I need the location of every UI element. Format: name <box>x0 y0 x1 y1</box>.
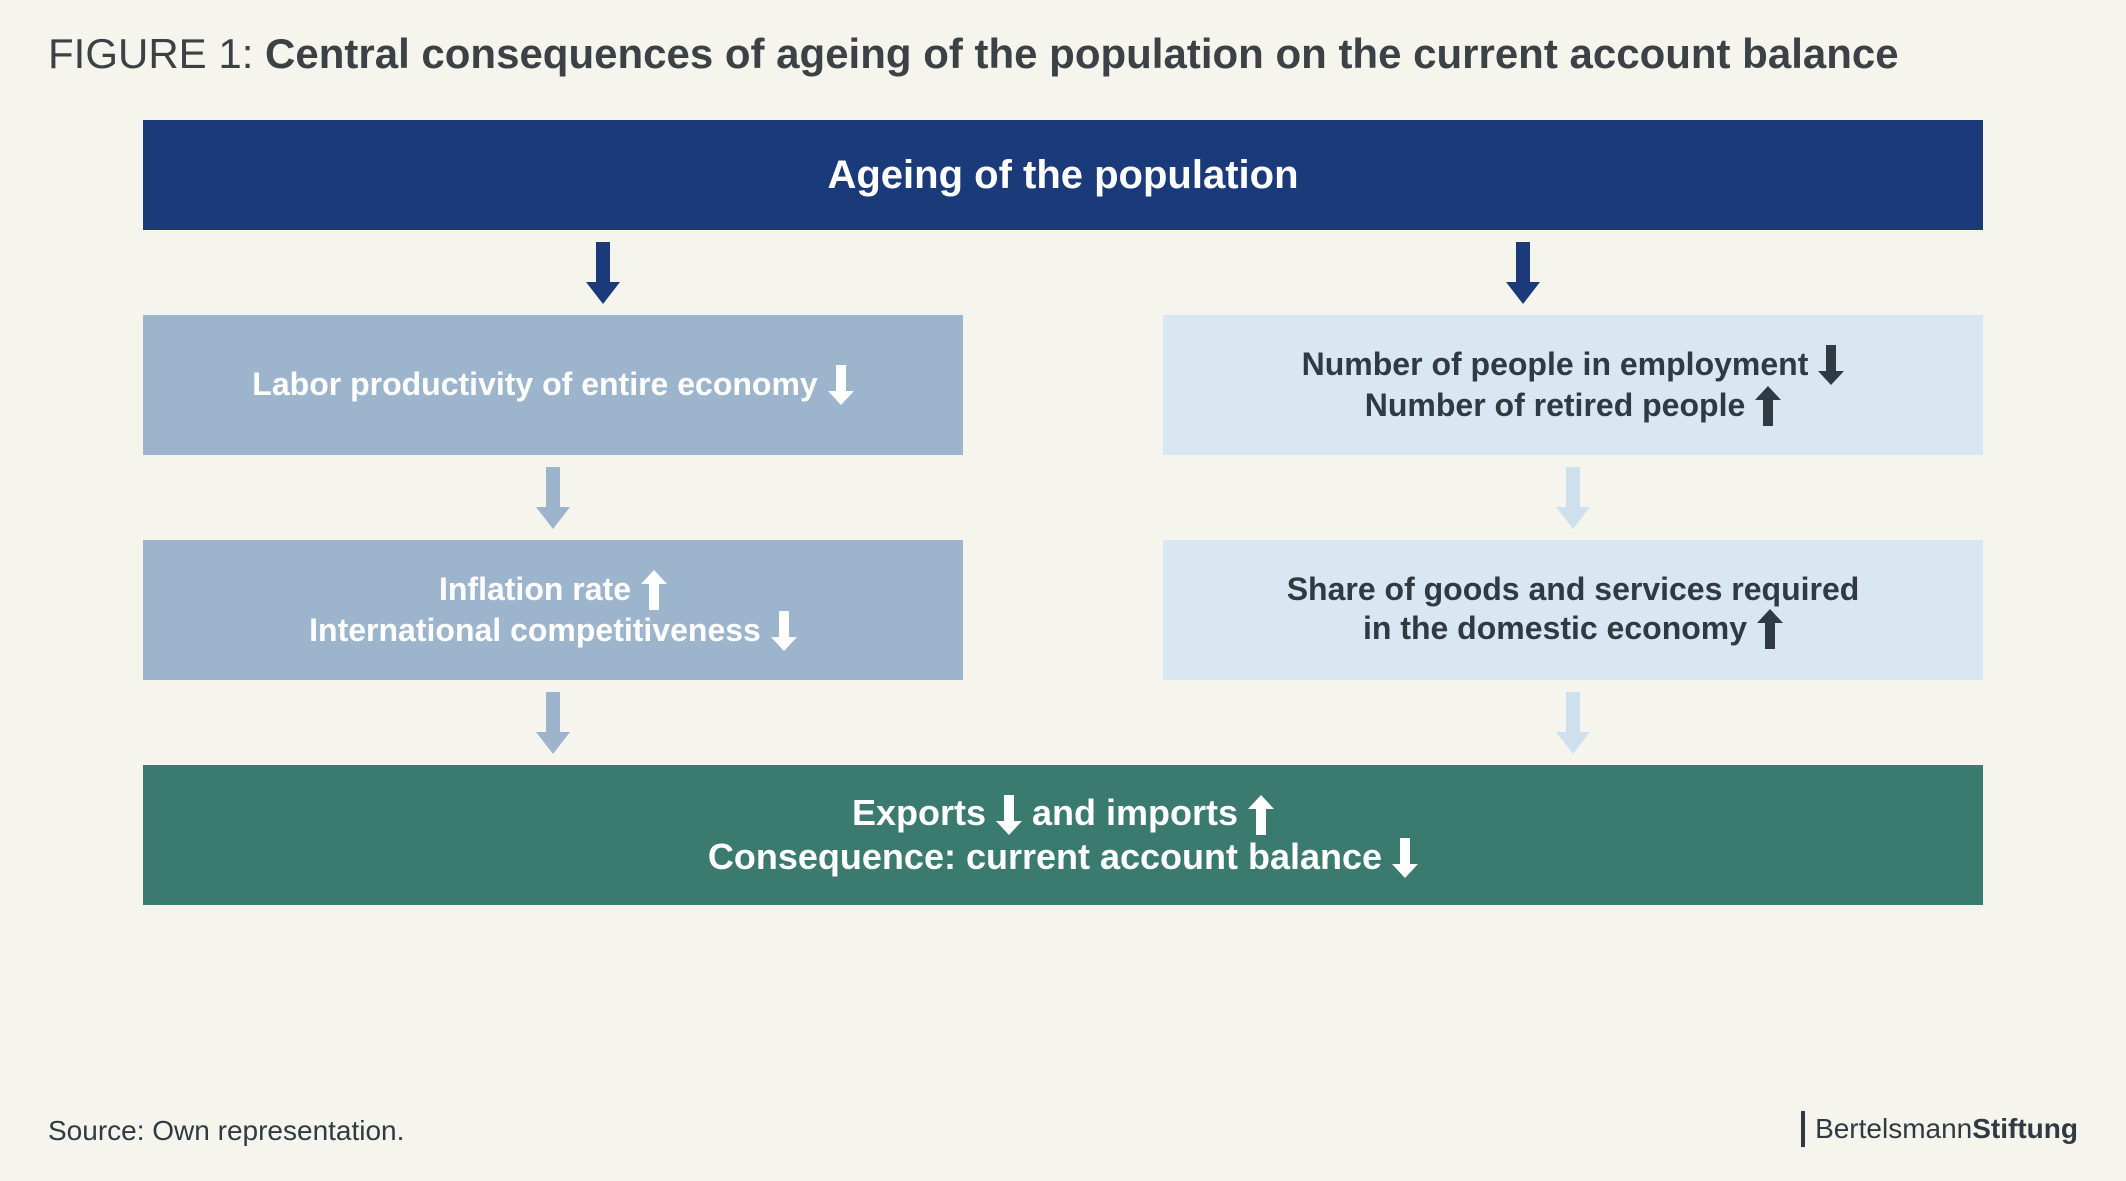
up-arrow-icon <box>641 569 667 610</box>
flow-arrow-right-1 <box>1556 455 1590 540</box>
left-box-2: Inflation rate International competitive… <box>143 540 963 680</box>
left-box-2-line1: Inflation rate <box>439 571 631 608</box>
top-arrow-row <box>143 230 1983 315</box>
brand-logo: BertelsmannStiftung <box>1801 1111 2078 1147</box>
down-arrow-icon <box>1818 344 1844 385</box>
bottom-line2-text: Consequence: current account balance <box>708 836 1382 878</box>
left-box-2-line2: International competitiveness <box>309 612 761 649</box>
down-arrow-icon <box>828 365 854 406</box>
right-box-2-line2: in the domestic economy <box>1363 610 1747 647</box>
left-box-1-text: Labor productivity of entire economy <box>252 366 817 403</box>
figure-title: Central consequences of ageing of the po… <box>265 30 1899 77</box>
bottom-line1-a: Exports <box>852 792 986 834</box>
top-box-label: Ageing of the population <box>827 153 1298 198</box>
down-arrow-icon <box>1392 835 1418 878</box>
right-box-1-line1: Number of people in employment <box>1302 346 1809 383</box>
top-box: Ageing of the population <box>143 120 1983 230</box>
left-box-1: Labor productivity of entire economy <box>143 315 963 455</box>
right-box-1: Number of people in employment Number of… <box>1163 315 1983 455</box>
right-box-2: Share of goods and services required in … <box>1163 540 1983 680</box>
flow-arrow-top-left <box>586 230 620 315</box>
down-arrow-icon <box>996 792 1022 835</box>
left-column: Labor productivity of entire economy Inf… <box>143 315 963 765</box>
up-arrow-icon <box>1757 608 1783 649</box>
up-arrow-icon <box>1755 385 1781 426</box>
flow-arrow-left-1 <box>536 455 570 540</box>
bottom-box: Exports and imports Consequence: current… <box>143 765 1983 905</box>
flow-arrow-left-2 <box>536 680 570 765</box>
brand-bold: Stiftung <box>1972 1113 2078 1144</box>
columns: Labor productivity of entire economy Inf… <box>143 315 1983 765</box>
right-column: Number of people in employment Number of… <box>1163 315 1983 765</box>
figure-label: FIGURE 1: <box>48 30 253 77</box>
brand-light: Bertelsmann <box>1815 1113 1972 1144</box>
flowchart: Ageing of the population Labor productiv… <box>83 120 2043 905</box>
up-arrow-icon <box>1248 792 1274 835</box>
flow-arrow-top-right <box>1506 230 1540 315</box>
footer: Source: Own representation. BertelsmannS… <box>48 1111 2078 1147</box>
right-box-2-line1: Share of goods and services required <box>1287 571 1860 608</box>
right-box-1-line2: Number of retired people <box>1365 387 1746 424</box>
figure-heading: FIGURE 1: Central consequences of ageing… <box>48 30 2078 78</box>
flow-arrow-right-2 <box>1556 680 1590 765</box>
down-arrow-icon <box>771 610 797 651</box>
brand-bar-icon <box>1801 1111 1805 1147</box>
source-label: Source: Own representation. <box>48 1115 404 1147</box>
bottom-line1-mid: and imports <box>1032 792 1238 834</box>
